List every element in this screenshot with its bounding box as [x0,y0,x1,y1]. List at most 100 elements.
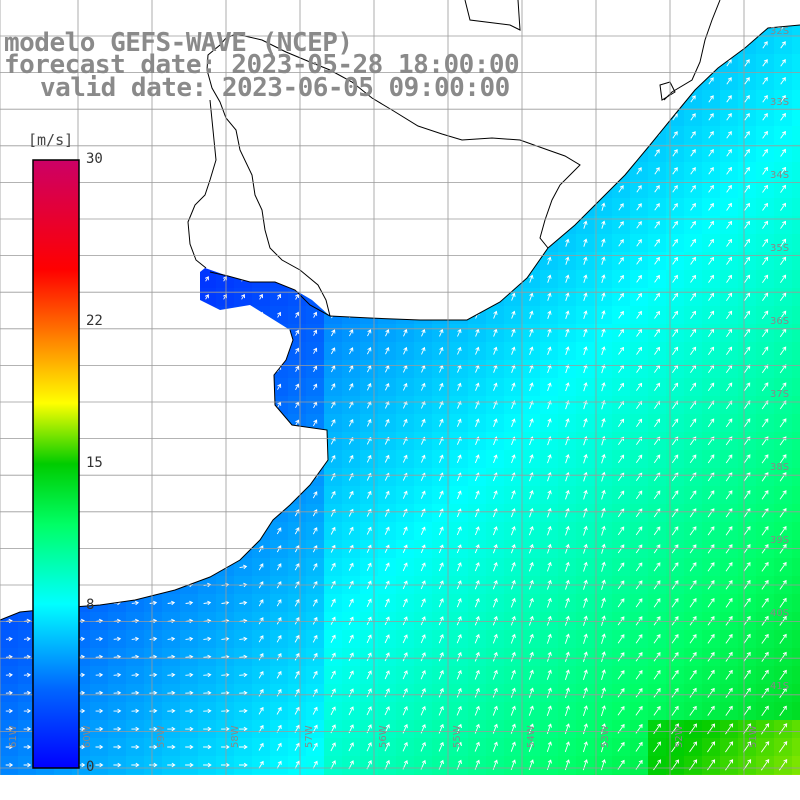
wind-arrow [239,564,248,570]
wind-arrow [546,705,552,716]
land [0,0,800,620]
wind-arrow [492,723,498,734]
wind-arrow [510,544,516,554]
wind-arrow [528,705,534,716]
wind-cell [792,684,800,703]
wind-arrow [725,651,733,662]
wind-arrow [689,759,698,771]
wind-arrow [653,687,661,698]
wind-arrow [654,346,660,355]
wind-arrow [259,293,263,300]
wind-arrow [708,328,715,337]
wind-arrow [330,526,336,535]
wind-arrow [743,526,751,536]
wind-arrow [493,400,498,409]
wind-arrow [654,310,660,319]
wind-arrow [744,256,750,265]
wind-arrow [601,489,606,500]
wind-arrow [654,149,660,157]
wind-arrow [635,598,643,608]
wind-arrow [492,705,498,716]
wind-arrow [312,652,318,661]
wind-arrow [779,292,787,302]
wind-arrow [438,544,444,554]
wind-arrow [761,310,769,320]
wind-arrow [778,723,788,735]
wind-arrow [708,220,714,229]
wind-arrow [402,454,408,463]
coast-line [663,0,721,101]
wind-arrow [475,382,480,391]
wind-arrow [221,672,230,678]
wind-arrow [366,616,372,626]
wind-arrow [402,472,408,481]
wind-arrow [780,95,786,103]
wind-arrow [761,597,769,608]
wind-arrow [456,454,462,463]
wind-cell [792,216,800,235]
wind-arrow [654,167,660,175]
lat-label: 40S [770,608,790,619]
wind-arrow [402,634,408,644]
wind-arrow [276,599,282,607]
wind-arrow [384,382,390,391]
wind-arrow [546,687,552,698]
wind-cell [576,774,595,775]
wind-cell [792,666,800,685]
wind-arrow [5,744,14,750]
wind-arrow [348,454,354,463]
wind-cell [72,774,91,775]
wind-arrow [690,166,696,175]
wind-arrow [618,221,624,229]
wind-arrow [618,257,624,265]
wind-arrow [690,292,696,301]
wind-arrow [528,741,534,752]
wind-arrow [457,346,462,355]
lon-label: 55W [452,725,463,748]
wind-arrow [760,759,770,771]
wind-arrow [221,744,230,750]
wind-arrow [511,292,516,301]
wind-arrow [689,687,697,698]
wind-arrow [402,688,408,698]
valid-date: valid date: 2023-06-05 09:00:00 [40,73,510,103]
wind-arrow [474,651,480,662]
wind-cell [792,342,800,361]
wind-arrow [439,328,444,337]
wind-arrow [583,238,588,247]
wind-arrow [276,688,282,697]
wind-arrow [744,292,751,301]
wind-arrow [420,562,426,572]
wind-arrow [707,651,715,662]
wind-arrow [689,723,697,735]
wind-arrow [779,597,787,608]
wind-arrow [707,759,716,771]
wind-cell [54,774,73,775]
lat-label: 37S [770,389,790,400]
wind-arrow [492,651,498,662]
wind-arrow [671,687,679,698]
wind-arrow [348,472,354,481]
wind-cell [648,774,667,775]
wind-cell [702,774,721,775]
wind-arrow [366,706,372,716]
land-mask [0,0,800,620]
wind-arrow [366,526,372,535]
wind-arrow [653,490,661,500]
wind-arrow [582,669,588,680]
wind-arrow [384,472,390,481]
wind-arrow [635,652,643,662]
wind-arrow [312,742,318,751]
wind-arrow [636,167,642,175]
wind-arrow [384,562,390,571]
wind-arrow [707,687,715,698]
wind-arrow [689,651,697,662]
wind-arrow [689,454,697,464]
wind-cell [792,126,800,145]
wind-arrow [510,561,516,572]
wind-arrow [258,742,264,751]
wind-arrow [654,292,660,301]
wind-arrow [510,597,516,608]
wind-arrow [294,742,300,751]
wind-arrow [672,346,679,355]
